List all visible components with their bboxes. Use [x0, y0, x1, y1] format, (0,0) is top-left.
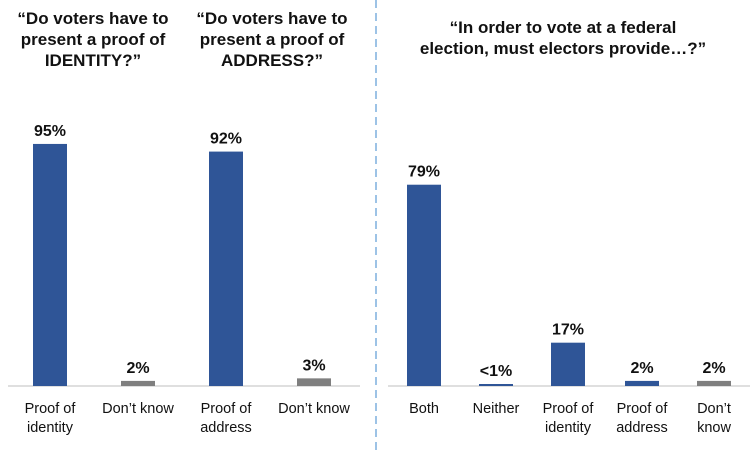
category-label-line: Proof of [617, 401, 669, 417]
chart-title-line: “In order to vote at a federal [450, 18, 677, 37]
chart-title-line: IDENTITY?” [45, 51, 141, 70]
category-label-line: Proof of [201, 401, 253, 417]
bar [33, 143, 67, 386]
chart-title-line: election, must electors provide…?” [420, 39, 706, 58]
category-label-line: address [616, 420, 668, 436]
category-label: Both [409, 401, 439, 417]
chart-title-line: ADDRESS?” [221, 51, 323, 70]
category-label-line: address [200, 420, 252, 436]
bar [121, 380, 155, 386]
category-label: Proof of address [200, 401, 252, 436]
bar [697, 380, 731, 386]
category-label: Don’t know [278, 401, 350, 417]
category-label-line: Proof of [25, 401, 77, 417]
category-label-line: know [697, 420, 731, 436]
category-label-line: Both [409, 401, 439, 417]
category-label: Proof of address [616, 401, 668, 436]
data-label: 95% [34, 123, 66, 140]
data-label: 17% [552, 322, 584, 339]
bar [407, 184, 441, 386]
category-label: Don’t know [102, 401, 174, 417]
chart-title-line: present a proof of [200, 30, 345, 49]
bar [479, 384, 513, 386]
category-label-line: Don’t know [102, 401, 174, 417]
data-label: 2% [702, 360, 725, 377]
data-label: 3% [302, 357, 325, 374]
chart-title: “Do voters have to present a proof of ADDR… [196, 9, 347, 70]
data-label: 92% [210, 131, 242, 148]
bar [297, 378, 331, 386]
category-label-line: Proof of [543, 401, 595, 417]
category-label-line: identity [545, 420, 592, 436]
category-label-line: Don’t [697, 401, 731, 417]
category-label: Neither [473, 401, 520, 417]
bar [209, 151, 243, 386]
chart-title-line: “Do voters have to [196, 9, 347, 28]
category-label-line: Neither [473, 401, 520, 417]
bar [551, 342, 585, 386]
category-label: Proof of identity [543, 401, 595, 436]
data-label: <1% [480, 363, 512, 380]
chart-title: “Do voters have to present a proof of IDEN… [17, 9, 168, 70]
chart-title-line: “Do voters have to [17, 9, 168, 28]
category-label: Proof of identity [25, 401, 77, 436]
category-label-line: Don’t know [278, 401, 350, 417]
category-label-line: identity [27, 420, 74, 436]
category-label: Don’t know [697, 401, 731, 436]
data-label: 2% [630, 360, 653, 377]
chart-title-line: present a proof of [21, 30, 166, 49]
data-label: 79% [408, 164, 440, 181]
bar [625, 380, 659, 386]
data-label: 2% [126, 360, 149, 377]
chart-title: “In order to vote at a federal election, … [420, 18, 706, 58]
